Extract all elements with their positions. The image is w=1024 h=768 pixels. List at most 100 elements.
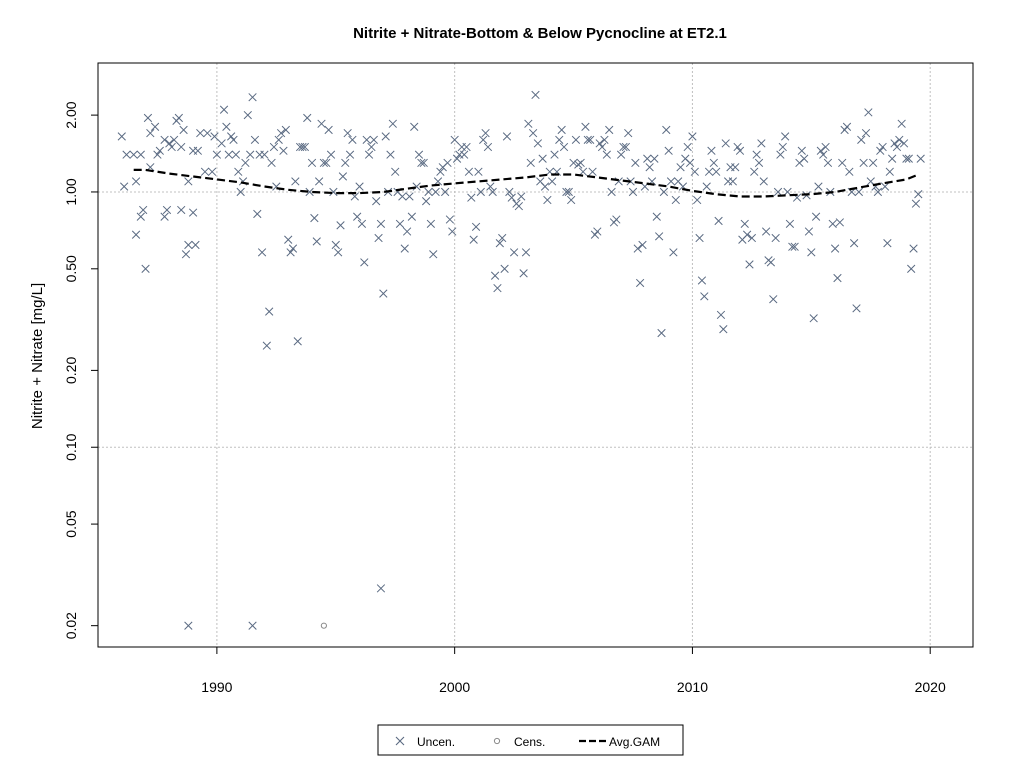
uncen-point [569, 158, 578, 168]
uncen-point [721, 139, 730, 148]
uncen-point [804, 227, 814, 236]
uncen-point [588, 167, 597, 176]
uncen-point [662, 125, 671, 135]
uncen-point [819, 150, 828, 159]
uncen-point [188, 208, 198, 217]
uncen-point [260, 150, 269, 159]
uncen-point [248, 621, 257, 630]
uncen-point [521, 248, 531, 257]
uncen-point [448, 227, 457, 236]
uncen-point [811, 212, 821, 221]
uncen-point [745, 260, 754, 269]
uncen-point [571, 135, 581, 145]
uncen-point [222, 122, 231, 131]
uncen-point [165, 139, 174, 148]
grid-lines [98, 63, 973, 647]
uncen-point [421, 197, 431, 206]
uncen-point [873, 187, 883, 197]
y-axis: 0.02 0.05 0.10 0.20 0.50 1.00 2.00 [63, 101, 98, 639]
uncen-point [300, 142, 310, 152]
uncen-point [181, 250, 191, 259]
uncen-point [638, 240, 647, 250]
uncen-point [888, 154, 897, 163]
uncen-point [234, 167, 243, 176]
uncen-point [766, 258, 776, 267]
y-axis-label: Nitrite + Nitrate [mg/L] [29, 283, 46, 429]
uncen-point [136, 150, 145, 159]
uncen-point [207, 167, 217, 176]
uncen-point [747, 233, 757, 243]
uncen-point [526, 158, 535, 168]
uncen-point [483, 142, 493, 152]
uncen-point [828, 219, 837, 229]
uncen-point [338, 172, 348, 181]
uncen-point [664, 146, 673, 155]
uncen-point [607, 187, 616, 197]
uncen-point [788, 242, 797, 251]
uncen-point [243, 110, 252, 120]
uncen-point [695, 233, 704, 243]
uncen-point [319, 158, 329, 168]
uncen-point [357, 219, 367, 229]
legend-box [377, 724, 684, 756]
uncen-point [469, 235, 478, 244]
uncen-point [372, 197, 381, 206]
uncen-point [414, 150, 424, 159]
uncen-point [619, 142, 628, 152]
uncen-point [761, 227, 771, 236]
uncen-point [902, 154, 911, 163]
uncen-point [719, 325, 728, 334]
cens-point [320, 622, 327, 629]
uncen-point [502, 132, 512, 141]
uncen-point [445, 215, 455, 224]
uncen-point [490, 271, 500, 280]
uncen-point [911, 199, 921, 208]
uncen-point [341, 158, 350, 168]
uncen-point [593, 227, 602, 236]
uncen-point [602, 150, 611, 159]
uncen-point [842, 122, 852, 131]
uncen-point [557, 125, 566, 135]
uncen-point [852, 304, 861, 313]
uncen-point [486, 182, 495, 191]
uncen-point [317, 119, 326, 128]
uncen-point [379, 289, 388, 298]
uncen-point [462, 142, 471, 152]
uncen-point [861, 128, 871, 138]
uncen-point [179, 125, 188, 135]
uncen-point [450, 135, 459, 145]
uncen-point [141, 264, 150, 273]
uncen-point [624, 128, 633, 138]
gam-line-group [133, 168, 919, 198]
uncen-point [333, 248, 343, 257]
uncen-point [559, 142, 569, 152]
uncen-point [150, 122, 160, 131]
uncen-point [916, 154, 925, 163]
uncen-point [120, 182, 129, 191]
uncen-point [567, 195, 576, 205]
uncen-point [471, 222, 481, 232]
uncen-point [174, 113, 183, 123]
uncen-point [816, 146, 825, 155]
uncen-point [683, 142, 692, 152]
uncen-point [540, 182, 550, 191]
uncen-point [348, 135, 357, 145]
uncen-point [728, 177, 738, 186]
uncen-point [909, 244, 918, 253]
uncen-point [395, 219, 405, 229]
uncen-point [635, 278, 645, 288]
uncen-point [169, 135, 179, 145]
legend-uncen-marker [395, 736, 405, 746]
uncen-point [507, 193, 516, 202]
uncen-point [488, 187, 497, 197]
uncen-point [864, 108, 873, 117]
uncen-point [429, 250, 438, 259]
uncen-point [533, 139, 543, 148]
uncen-point [742, 230, 752, 239]
uncen-point [229, 135, 238, 145]
y-tick-label: 0.05 [63, 510, 79, 537]
uncen-point [581, 122, 590, 131]
uncen-point [505, 187, 514, 197]
uncen-point [410, 122, 419, 131]
uncen-point [476, 187, 485, 197]
